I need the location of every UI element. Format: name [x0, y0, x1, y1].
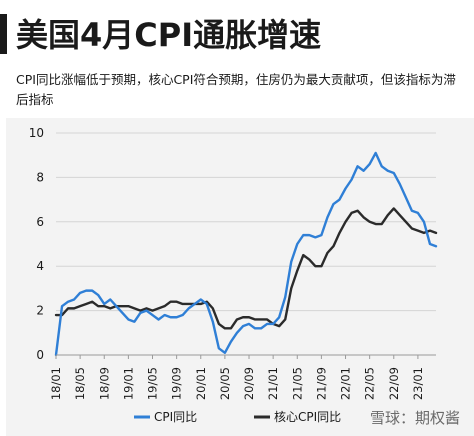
legend: CPI同比 核心CPI同比 [134, 410, 341, 424]
series-line-cpi [54, 151, 438, 357]
y-tick-label: 8 [36, 170, 44, 184]
x-tick-label: 23/01 [411, 367, 425, 400]
title-accent-bar [0, 14, 7, 54]
y-tick-label: 0 [36, 348, 44, 362]
series-layer [54, 151, 438, 357]
y-tick-label: 4 [36, 259, 44, 273]
chart-panel: 0 2 4 6 8 10 18/01 18/05 18/09 19/01 19/05 19/09 20/… [6, 118, 474, 436]
x-tick-label: 21/01 [266, 367, 280, 400]
x-tick-label: 20/01 [194, 367, 208, 400]
x-tick-label: 20/05 [218, 367, 232, 400]
x-tick-label: 21/09 [314, 367, 328, 400]
page-subtitle: CPI同比涨幅低于预期，核心CPI符合预期，住房仍为最大贡献项，但该指标为滞后指… [16, 72, 456, 107]
x-tick-label: 18/05 [73, 367, 87, 400]
x-tick-label: 19/09 [170, 367, 184, 400]
x-tick-label: 21/05 [290, 367, 304, 400]
x-tick-label: 22/01 [339, 367, 353, 400]
grid-layer [56, 132, 436, 356]
x-tick-label: 22/09 [387, 367, 401, 400]
x-tick-label: 18/01 [49, 367, 63, 400]
cpi-line-chart: 0 2 4 6 8 10 18/01 18/05 18/09 19/01 19/05 19/09 20/… [29, 126, 438, 424]
y-tick-label: 10 [29, 126, 44, 140]
y-tick-label: 2 [36, 304, 44, 318]
legend-label: CPI同比 [154, 410, 197, 424]
x-tick-label: 19/01 [121, 367, 135, 400]
x-tick-label: 18/09 [97, 367, 111, 400]
x-tick-label: 22/05 [363, 367, 377, 400]
watermark: 雪球：期权酱 [369, 409, 460, 427]
axis-layer: 0 2 4 6 8 10 18/01 18/05 18/09 19/01 19/05 19/09 20/… [29, 126, 436, 400]
x-tick-label: 20/09 [242, 367, 256, 400]
legend-label: 核心CPI同比 [274, 410, 341, 424]
series-line-core-cpi [54, 207, 438, 330]
y-tick-label: 6 [36, 215, 44, 229]
x-tick-label: 19/05 [146, 367, 160, 400]
page-title: 美国4月CPI通胀增速 [16, 16, 322, 54]
